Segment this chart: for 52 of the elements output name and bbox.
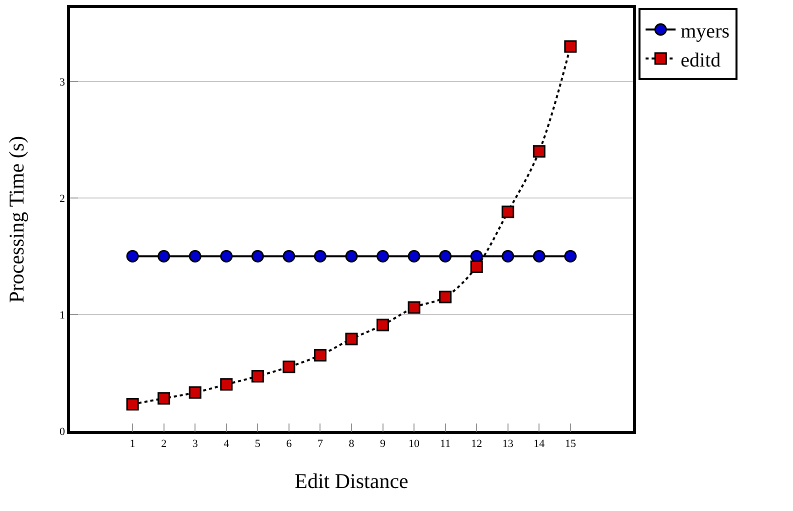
point [439,250,452,262]
point [345,332,358,346]
point [470,260,483,273]
y-axis-title: Processing Time (s) [4,136,29,303]
point [564,250,577,262]
point [408,250,420,262]
x-tick-label: 7 [317,438,324,450]
x-tick-label: 2 [161,438,167,450]
point [251,370,264,382]
point [251,250,264,262]
point [126,398,139,410]
x-tick-label: 4 [224,438,230,450]
y-tick-label: 1 [60,309,66,322]
x-tick-label: 9 [380,438,386,450]
point [126,250,139,262]
point [220,378,233,391]
x-tick-label: 3 [192,438,198,450]
x-tick-label: 13 [502,438,514,450]
point [502,250,514,262]
x-tick-label: 12 [471,438,482,450]
y-tick-label: 0 [60,426,66,438]
point [220,250,233,262]
point [564,40,577,53]
point [188,250,202,262]
point [314,250,326,262]
point [532,250,546,262]
point [282,250,296,262]
x-tick-label: 15 [564,438,576,450]
point [345,250,358,262]
point [376,250,390,262]
x-axis-title: Edit Distance [294,469,408,494]
point [532,145,546,158]
x-tick-label: 1 [130,438,136,450]
point [376,318,390,332]
y-tick-label: 2 [60,192,66,205]
point [314,349,326,362]
x-tick-label: 5 [254,438,261,450]
x-tick-label: 8 [348,438,355,450]
point [188,386,202,399]
legend-label: myers [680,20,730,42]
x-tick-label: 14 [534,438,546,450]
x-tick-label: 10 [408,438,420,450]
point [158,250,170,262]
x-tick-label: 11 [440,438,451,450]
point [282,360,296,374]
x-tick-label: 6 [286,438,292,450]
y-tick-label: 3 [60,76,66,88]
point [408,301,420,314]
point [439,290,452,304]
point [158,392,170,405]
legend-label: editd [680,49,721,72]
point [502,206,514,218]
